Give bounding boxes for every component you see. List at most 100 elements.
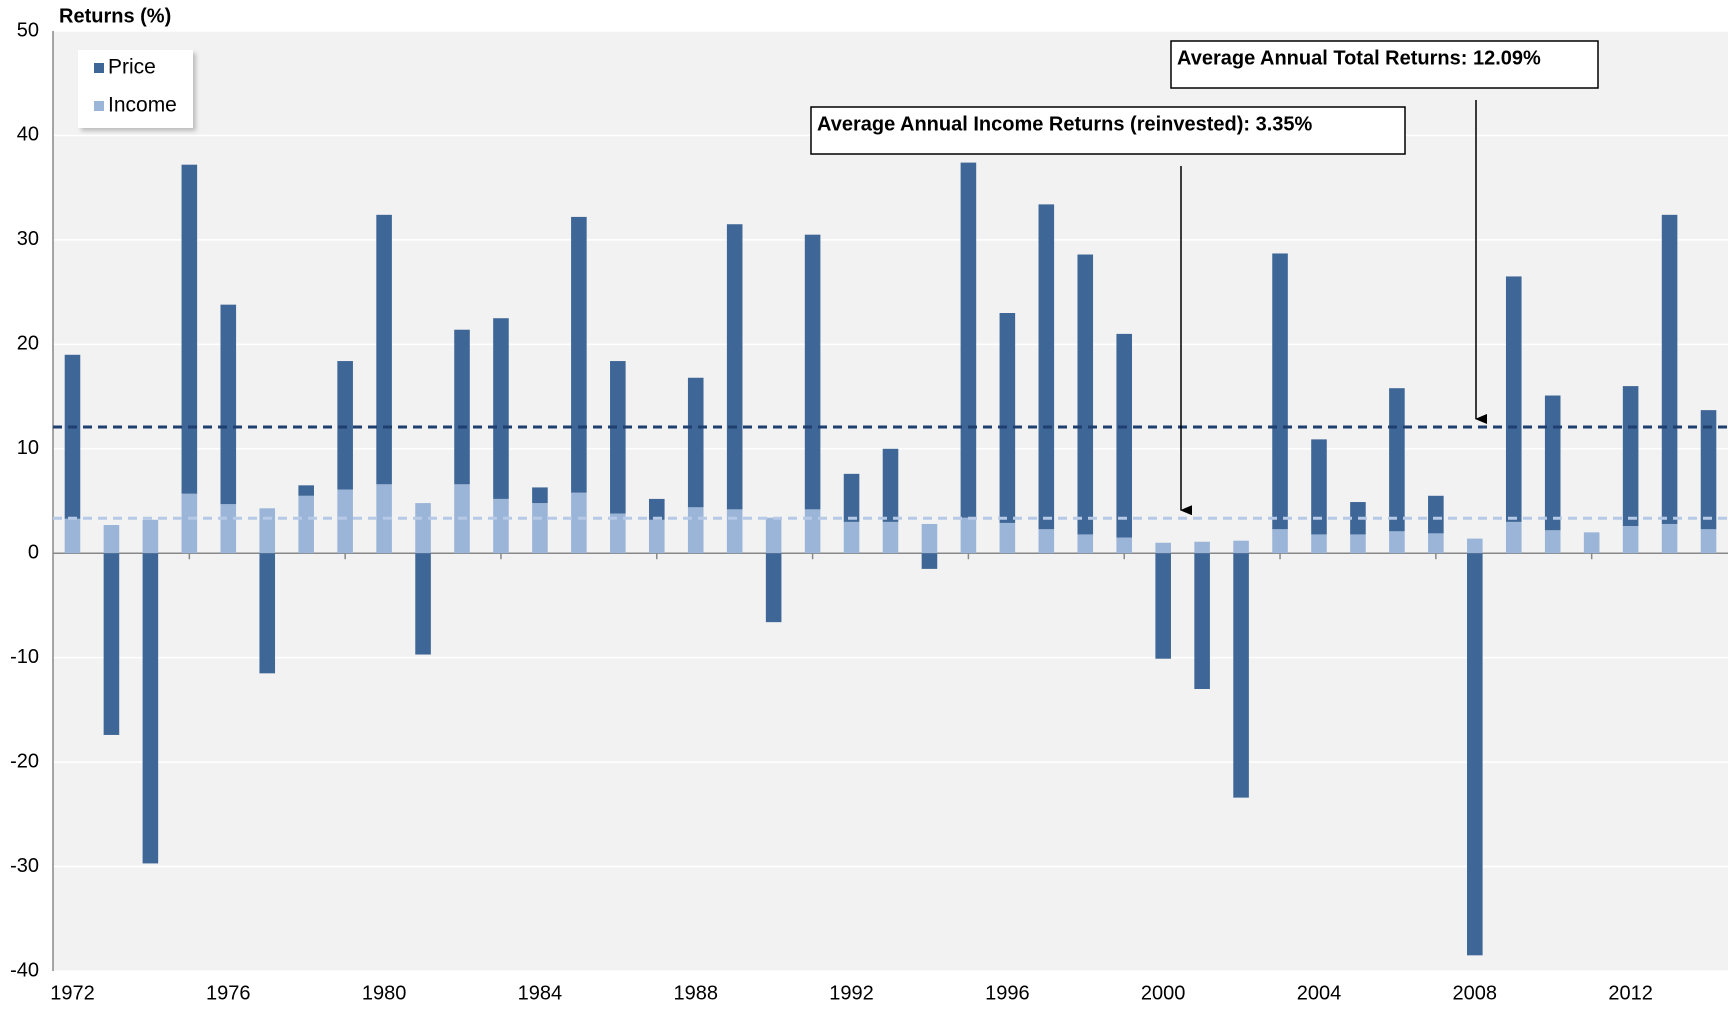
bar-segment (532, 487, 548, 504)
bar-segment (337, 489, 353, 554)
bar-segment (1467, 553, 1483, 956)
bar-segment (493, 318, 509, 499)
bar-segment (181, 164, 198, 494)
bar-segment (298, 485, 314, 496)
bar-segment (1272, 529, 1288, 554)
x-tick-label: 1996 (985, 982, 1030, 1004)
bar-segment (1194, 553, 1210, 689)
bar-segment (298, 495, 314, 554)
bar-segment (181, 493, 198, 554)
bar-segment (415, 553, 431, 655)
bar-segment (999, 313, 1016, 523)
bar-segment (454, 329, 470, 485)
legend-label: Price (108, 56, 156, 79)
bar-segment (1467, 538, 1483, 554)
bar-segment (648, 498, 665, 520)
bar-segment (103, 553, 120, 735)
bar-segment (726, 509, 743, 554)
y-tick-label: 20 (17, 333, 39, 355)
y-tick-label: -30 (10, 855, 39, 877)
bar-segment (142, 553, 159, 864)
bar-segment (1116, 537, 1133, 554)
y-axis-title: Returns (%) (59, 5, 171, 27)
bar-segment (337, 361, 353, 490)
legend-swatch (94, 101, 104, 111)
bar-segment (1700, 410, 1717, 530)
x-tick-label: 1972 (50, 982, 95, 1004)
bar-segment (804, 234, 821, 510)
bar-segment (1583, 532, 1600, 554)
bar-segment (532, 503, 548, 554)
bar-segment (804, 509, 821, 554)
bar-segment (1428, 495, 1444, 534)
bar-segment (415, 503, 431, 554)
bar-segment (1311, 534, 1327, 554)
bar-segment (648, 519, 665, 554)
bar-segment (1077, 534, 1094, 554)
bar-segment (1116, 333, 1133, 538)
legend-label: Income (108, 94, 177, 117)
bar-segment (1038, 204, 1055, 530)
bar-segment (882, 448, 899, 522)
annotation-box (1170, 40, 1599, 89)
bar-segment (1350, 534, 1366, 554)
y-tick-label: -20 (10, 750, 39, 772)
bar-segment (571, 492, 587, 554)
y-tick-label: 50 (17, 19, 39, 41)
bar-segment (1233, 540, 1249, 554)
bar-segment (259, 553, 276, 674)
bar-segment (1544, 395, 1561, 531)
bar-segment (493, 498, 509, 554)
legend-swatch (94, 63, 104, 73)
y-tick-label: 10 (17, 437, 39, 459)
x-tick-label: 1980 (362, 982, 407, 1004)
bar-segment (610, 361, 626, 514)
x-tick-label: 1976 (206, 982, 251, 1004)
y-tick-label: -40 (10, 959, 39, 981)
bar-segment (1505, 276, 1522, 522)
bar-segment (1505, 521, 1522, 554)
annotation-text: Average Annual Total Returns: 12.09% (1177, 47, 1541, 69)
x-tick-label: 2012 (1608, 982, 1653, 1004)
legend: Price Income (78, 50, 193, 128)
x-tick-label: 2008 (1453, 982, 1498, 1004)
bar-segment (220, 304, 237, 505)
y-tick-label: 40 (17, 124, 39, 146)
x-tick-label: 1988 (673, 982, 718, 1004)
bar-segment (103, 525, 120, 554)
bar-segment (1661, 523, 1678, 554)
x-tick-label: 1984 (518, 982, 563, 1004)
bar-segment (921, 523, 938, 554)
bar-segment (1233, 553, 1249, 798)
bar-segment (1194, 541, 1210, 554)
bar-segment (1544, 530, 1561, 554)
bar-segment (765, 517, 782, 554)
bar-segment (1155, 542, 1171, 554)
bar-segment (376, 214, 392, 485)
bar-segment (220, 504, 237, 554)
bar-segment (1428, 533, 1444, 554)
annotation-text: Average Annual Income Returns (reinveste… (817, 113, 1313, 135)
bar-segment (1038, 529, 1055, 554)
bar-segment (960, 517, 977, 554)
x-tick-label: 1992 (829, 982, 874, 1004)
bar-segment (259, 508, 276, 554)
bar-segment (882, 521, 899, 554)
y-tick-label: 0 (28, 542, 39, 564)
bar-segment (843, 473, 860, 522)
bar-segment (1350, 502, 1366, 535)
bar-segment (1077, 254, 1094, 535)
x-tick-label: 2004 (1297, 982, 1342, 1004)
bar-segment (1311, 439, 1327, 535)
bar-segment (687, 377, 704, 508)
bar-segment (1661, 214, 1678, 524)
bar-segment (999, 522, 1016, 554)
bar-segment (1155, 553, 1171, 659)
bar-segment (571, 216, 587, 493)
bar-segment (1272, 253, 1288, 530)
bar-segment (1389, 388, 1405, 532)
bar-segment (921, 553, 938, 569)
bar-segment (1622, 386, 1639, 527)
x-tick-label: 2000 (1141, 982, 1186, 1004)
